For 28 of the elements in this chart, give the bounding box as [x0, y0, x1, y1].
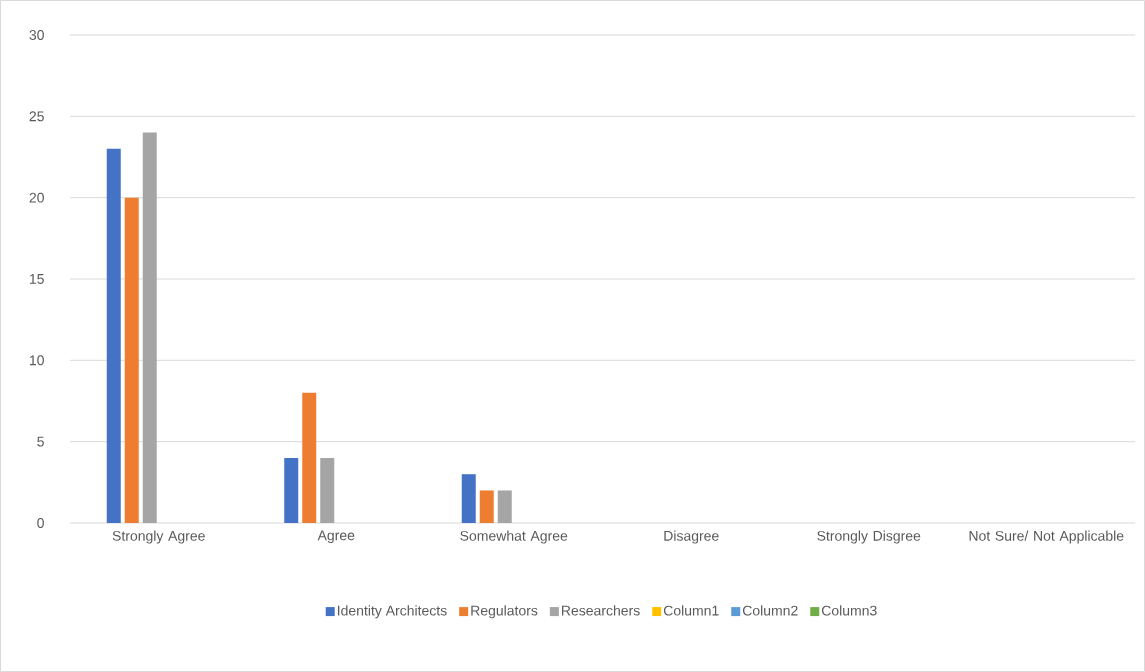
- y-tick-label: 30: [29, 30, 44, 40]
- x-tick-label: Strongly Agree: [112, 530, 205, 544]
- bar: [302, 392, 317, 523]
- legend-label: Researchers: [562, 605, 640, 616]
- x-tick-label: Not Sure/ Not Applicable: [969, 530, 1124, 544]
- bar: [284, 457, 299, 523]
- bar: [497, 490, 512, 523]
- bar: [142, 132, 157, 523]
- x-tick-label: Somewhat Agree: [460, 530, 568, 544]
- x-tick-label: Disagree: [664, 530, 719, 544]
- y-tick-label: 25: [29, 111, 44, 122]
- y-tick-label: 5: [37, 436, 44, 447]
- y-tick-label: 10: [29, 355, 44, 366]
- bar: [320, 457, 335, 523]
- legend-label: Column3: [821, 605, 877, 616]
- legend-label: Column1: [663, 605, 719, 616]
- y-tick-label: 15: [29, 274, 44, 284]
- legend-label: Column2: [742, 605, 798, 616]
- y-tick-label: 0: [37, 518, 44, 528]
- legend-label: Regulators: [471, 605, 538, 619]
- bar: [461, 474, 476, 523]
- x-tick-label: Strongly Disgree: [817, 530, 921, 544]
- y-tick-label: 20: [29, 192, 44, 203]
- x-tick-label: Agree: [317, 530, 355, 544]
- bar: [124, 197, 139, 523]
- legend-label: Identity Architects: [338, 605, 447, 619]
- bar: [479, 490, 494, 523]
- bar: [106, 148, 121, 523]
